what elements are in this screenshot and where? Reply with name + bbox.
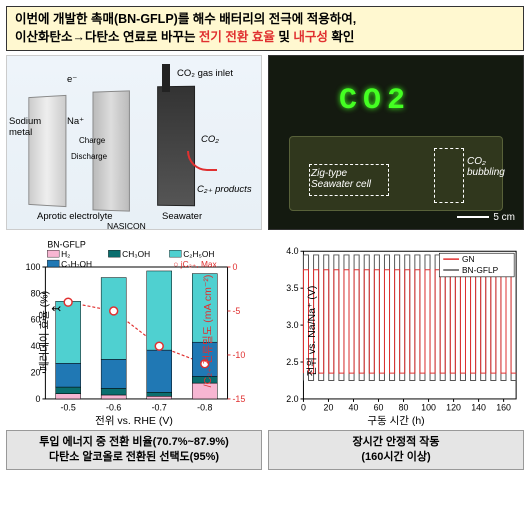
label-c2: C₂₊ products bbox=[197, 184, 252, 195]
caption-left-l2: 다탄소 알코올로 전환된 선택도(95%) bbox=[49, 451, 219, 463]
svg-text:80: 80 bbox=[399, 403, 409, 413]
label-co2: CO₂ bbox=[201, 134, 219, 145]
svg-text:0: 0 bbox=[36, 394, 41, 404]
label-sodium: Sodium metal bbox=[9, 116, 41, 138]
svg-text:C₂H₅OH: C₂H₅OH bbox=[183, 249, 214, 259]
svg-text:3.5: 3.5 bbox=[286, 283, 298, 293]
svg-text:0: 0 bbox=[301, 403, 306, 413]
row-charts: 페러데이 효율 (%) /C₂₊ 전류밀도 (mA cm⁻²) 0 20 40 60 8… bbox=[0, 236, 530, 426]
svg-text:120: 120 bbox=[446, 403, 461, 413]
svg-text:H₂: H₂ bbox=[61, 249, 70, 259]
svg-text:-15: -15 bbox=[232, 394, 245, 404]
fe-xlabel: 전위 vs. RHE (V) bbox=[95, 413, 173, 428]
svg-text:2.5: 2.5 bbox=[286, 357, 298, 367]
label-aprotic: Aprotic electrolyte bbox=[37, 211, 113, 222]
label-zig: Zig-type Seawater cell bbox=[311, 168, 371, 190]
caption-right-l1: 장시간 안정적 작동 bbox=[352, 436, 439, 448]
row-top: Sodium metal e⁻ Na⁺ Charge Discharge CO₂… bbox=[0, 55, 530, 230]
svg-text:BN-GFLP: BN-GFLP bbox=[47, 239, 85, 249]
cycle-xlabel: 구동 시간 (h) bbox=[367, 413, 424, 428]
caption-right-l2: (160시간 이상) bbox=[361, 451, 430, 463]
label-co2-inlet: CO₂ gas inlet bbox=[177, 68, 233, 79]
svg-text:2.0: 2.0 bbox=[286, 394, 298, 404]
row-captions: 투입 에너지 중 전환 비율(70.7%~87.9%) 다탄소 알코올로 전환된… bbox=[0, 426, 530, 470]
schematic-diagram: Sodium metal e⁻ Na⁺ Charge Discharge CO₂… bbox=[6, 55, 262, 230]
svg-text:-0.6: -0.6 bbox=[106, 403, 121, 413]
header-hl2: 내구성 bbox=[293, 30, 328, 44]
svg-text:40: 40 bbox=[349, 403, 359, 413]
svg-text:↢: ↢ bbox=[51, 301, 61, 315]
svg-text:20: 20 bbox=[324, 403, 334, 413]
header-box: 이번에 개발한 촉매(BN-GFLP)를 해수 배터리의 전극에 적용하여, 이… bbox=[6, 6, 524, 51]
label-e: e⁻ bbox=[67, 74, 77, 85]
svg-text:GN: GN bbox=[462, 254, 475, 264]
fe-ylabel-right: /C₂₊ 전류밀도 (mA cm⁻²) bbox=[200, 275, 215, 388]
header-line2-post: 확인 bbox=[328, 30, 354, 44]
header-line1: 이번에 개발한 촉매(BN-GFLP)를 해수 배터리의 전극에 적용하여, bbox=[15, 12, 356, 26]
header-hl1: 전기 전환 효율 bbox=[199, 30, 275, 44]
photo-panel: CO2 Zig-type Seawater cell CO₂ bubbling … bbox=[268, 55, 524, 230]
label-nasicon: NASICON bbox=[107, 221, 146, 230]
svg-text:0: 0 bbox=[232, 262, 237, 272]
fe-ylabel-left: 페러데이 효율 (%) bbox=[37, 291, 52, 371]
svg-text:3.0: 3.0 bbox=[286, 320, 298, 330]
cycle-chart: 전위 vs. Na/Na⁺ (V) 2.0 2.5 3.0 3.5 4.0 0 20 40 60… bbox=[268, 236, 524, 426]
caption-right: 장시간 안정적 작동 (160시간 이상) bbox=[268, 430, 524, 470]
label-bubbling: CO₂ bubbling bbox=[467, 156, 523, 178]
label-charge: Charge bbox=[79, 136, 105, 145]
caption-left: 투입 에너지 중 전환 비율(70.7%~87.9%) 다탄소 알코올로 전환된… bbox=[6, 430, 262, 470]
scale-bar: 5 cm bbox=[457, 212, 515, 223]
header-line2-pre: 이산화탄소→다탄소 연료로 바꾸는 bbox=[15, 30, 199, 44]
svg-text:4.0: 4.0 bbox=[286, 246, 298, 256]
svg-text:C₃H₇OH: C₃H₇OH bbox=[61, 259, 92, 269]
svg-text:100: 100 bbox=[421, 403, 436, 413]
svg-text:-0.5: -0.5 bbox=[61, 403, 76, 413]
fe-chart: 페러데이 효율 (%) /C₂₊ 전류밀도 (mA cm⁻²) 02040608… bbox=[6, 236, 262, 426]
label-na: Na⁺ bbox=[67, 116, 84, 127]
svg-text:-10: -10 bbox=[232, 350, 245, 360]
label-discharge: Discharge bbox=[71, 152, 107, 161]
svg-text:160: 160 bbox=[496, 403, 511, 413]
caption-left-l1: 투입 에너지 중 전환 비율(70.7%~87.9%) bbox=[39, 436, 229, 448]
cycle-ylabel: 전위 vs. Na/Na⁺ (V) bbox=[304, 286, 319, 377]
label-seawater: Seawater bbox=[162, 211, 202, 222]
svg-text:○ jC₂₊, Max: ○ jC₂₊, Max bbox=[173, 259, 217, 269]
svg-text:BN-GFLP: BN-GFLP bbox=[462, 265, 499, 275]
header-line2-mid: 및 bbox=[275, 30, 293, 44]
led-text: CO2 bbox=[339, 84, 411, 118]
svg-text:60: 60 bbox=[374, 403, 384, 413]
svg-text:140: 140 bbox=[471, 403, 486, 413]
svg-text:CH₃OH: CH₃OH bbox=[122, 249, 150, 259]
svg-text:-0.7: -0.7 bbox=[152, 403, 167, 413]
svg-text:-0.8: -0.8 bbox=[197, 403, 212, 413]
svg-text:100: 100 bbox=[26, 262, 41, 272]
svg-text:-5: -5 bbox=[232, 306, 240, 316]
